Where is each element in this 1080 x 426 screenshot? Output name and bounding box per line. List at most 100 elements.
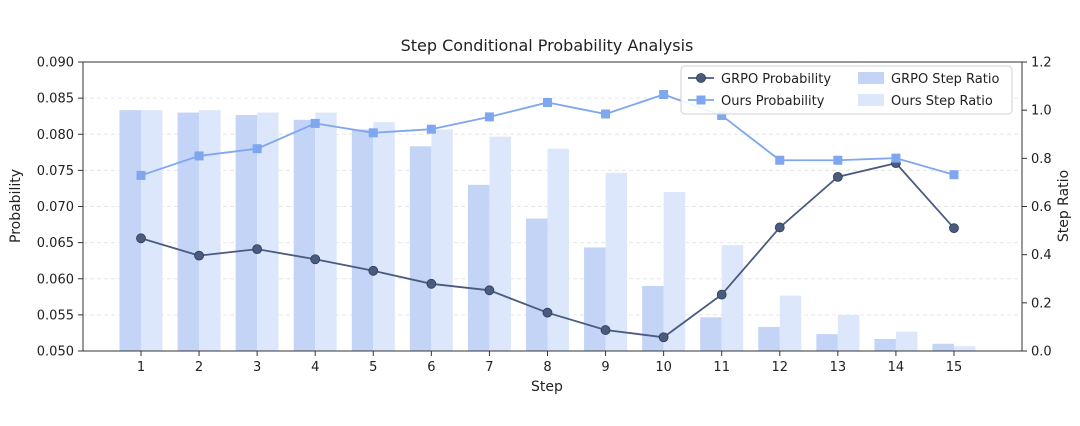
bar-ours-step-ratio <box>489 136 511 351</box>
bar-ours-step-ratio <box>547 148 569 351</box>
bar-grpo-step-ratio <box>409 146 432 351</box>
x-tick-label: 15 <box>946 360 963 375</box>
legend-marker-grpo-probability <box>696 73 706 83</box>
point-grpo-probability <box>252 244 263 255</box>
legend: GRPO Probability Ours Probability GRPO Ste… <box>680 65 1013 115</box>
point-ours-probability <box>601 109 611 119</box>
y-right-tick-label: 0.6 <box>1031 200 1052 215</box>
point-ours-probability <box>136 170 146 180</box>
y-right-tick-label: 0.4 <box>1031 248 1052 263</box>
y-left-tick-label: 0.075 <box>37 164 74 179</box>
y-right-tick-label: 0.8 <box>1031 152 1052 167</box>
y-left-tick-label: 0.065 <box>37 236 74 251</box>
bar-grpo-step-ratio <box>874 338 896 351</box>
point-grpo-probability <box>194 250 204 261</box>
bar-ours-step-ratio <box>953 346 976 351</box>
x-tick-label: 9 <box>601 360 609 375</box>
legend-swatch-ours-step-ratio <box>858 94 884 106</box>
bar-grpo-step-ratio <box>467 184 490 351</box>
point-grpo-probability <box>949 223 959 234</box>
legend-label-grpo-step-ratio: GRPO Step Ratio <box>891 72 999 87</box>
x-tick-label: 6 <box>427 360 435 375</box>
point-ours-probability <box>368 128 378 138</box>
bar-ours-step-ratio <box>431 129 453 351</box>
bar-ours-step-ratio <box>315 112 337 351</box>
legend-box <box>680 65 1013 115</box>
y-axis-left-label: Probability <box>8 169 24 243</box>
bar-ours-step-ratio <box>141 110 163 352</box>
y-left-tick-label: 0.080 <box>37 128 74 143</box>
y-right-tick-label: 0.2 <box>1031 296 1052 311</box>
x-tick-label: 8 <box>543 360 551 375</box>
point-ours-probability <box>542 97 552 107</box>
bar-ours-step-ratio <box>663 192 686 351</box>
point-ours-probability <box>659 90 669 100</box>
bar-grpo-step-ratio <box>235 114 258 351</box>
point-grpo-probability <box>484 285 495 296</box>
x-tick-label: 11 <box>713 360 730 375</box>
y-left-tick-label: 0.070 <box>37 200 74 215</box>
point-grpo-probability <box>310 254 321 265</box>
bar-grpo-step-ratio <box>177 112 200 351</box>
bar-grpo-step-ratio <box>816 334 838 351</box>
x-axis-label: Step <box>531 379 563 395</box>
x-tick-label: 4 <box>311 360 319 375</box>
point-grpo-probability <box>426 278 437 289</box>
bar-grpo-step-ratio <box>642 285 664 351</box>
legend-label-grpo-probability: GRPO Probability <box>721 72 831 87</box>
bar-ours-step-ratio <box>837 314 860 351</box>
y-left-tick-label: 0.055 <box>37 308 74 323</box>
bar-grpo-step-ratio <box>525 218 548 351</box>
point-grpo-probability <box>136 233 146 244</box>
x-tick-label: 2 <box>195 360 203 375</box>
x-tick-label: 10 <box>655 360 672 375</box>
y-axis-right-label: Step Ratio <box>1056 170 1072 242</box>
point-ours-probability <box>891 153 901 163</box>
bar-grpo-step-ratio <box>293 119 316 351</box>
x-tick-label: 14 <box>888 360 905 375</box>
series-lines <box>136 90 959 343</box>
y-right-tick-label: 0.0 <box>1031 345 1052 360</box>
point-ours-probability <box>484 112 494 122</box>
bar-grpo-step-ratio <box>700 317 722 351</box>
bar-ours-step-ratio <box>199 110 221 352</box>
legend-label-ours-step-ratio: Ours Step Ratio <box>891 94 993 109</box>
bar-ours-step-ratio <box>895 331 918 351</box>
point-ours-probability <box>833 155 843 165</box>
point-ours-probability <box>252 144 262 154</box>
bar-grpo-step-ratio <box>758 326 780 351</box>
point-grpo-probability <box>832 171 843 182</box>
y-left-tick-label: 0.050 <box>37 345 74 360</box>
bar-grpo-step-ratio <box>119 110 141 352</box>
x-tick-label: 5 <box>369 360 377 375</box>
x-tick-label: 12 <box>771 360 788 375</box>
y-left-tick-label: 0.060 <box>37 272 74 287</box>
point-grpo-probability <box>542 307 553 318</box>
bar-grpo-step-ratio <box>351 129 374 351</box>
bar-ours-step-ratio <box>257 112 279 351</box>
x-tick-label: 3 <box>253 360 261 375</box>
point-grpo-probability <box>658 332 669 343</box>
y-left-tick-label: 0.085 <box>37 92 74 107</box>
point-grpo-probability <box>600 325 611 335</box>
point-ours-probability <box>310 118 320 128</box>
bar-ours-step-ratio <box>605 172 628 351</box>
bar-grpo-step-ratio <box>584 247 606 351</box>
bar-grpo-step-ratio <box>932 343 954 351</box>
y-left-tick-label: 0.090 <box>37 56 74 71</box>
point-grpo-probability <box>774 222 785 233</box>
point-ours-probability <box>426 124 436 134</box>
x-tick-label: 1 <box>137 360 145 375</box>
x-tick-label: 13 <box>830 360 847 375</box>
point-ours-probability <box>949 170 959 180</box>
legend-swatch-grpo-step-ratio <box>858 72 884 84</box>
point-ours-probability <box>717 110 727 120</box>
y-right-tick-label: 1.2 <box>1031 56 1052 71</box>
point-grpo-probability <box>368 265 379 276</box>
bar-ours-step-ratio <box>779 295 802 351</box>
point-ours-probability <box>775 155 785 165</box>
point-ours-probability <box>194 151 204 161</box>
bars <box>119 110 976 352</box>
point-grpo-probability <box>716 289 727 300</box>
